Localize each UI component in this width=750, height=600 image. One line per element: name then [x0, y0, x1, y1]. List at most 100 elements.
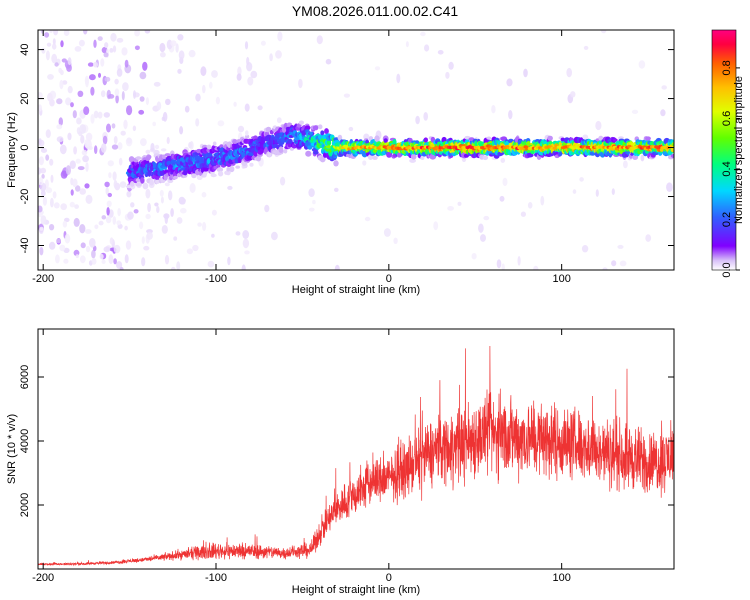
- spectrogram-cell: [49, 224, 55, 231]
- spectrogram-cell: [107, 160, 115, 167]
- spectrogram-cell: [145, 97, 149, 106]
- spectrogram-cell: [59, 79, 64, 90]
- y-tick-label: 4000: [19, 429, 31, 453]
- spectrogram-cell: [178, 50, 185, 60]
- spectrogram-cell: [45, 129, 51, 139]
- spectrogram-cell: [110, 32, 117, 42]
- spectrogram-cell: [149, 178, 154, 186]
- spectrogram-cell: [100, 143, 107, 153]
- spectrogram-cell: [56, 136, 64, 143]
- spectrogram-cell: [106, 200, 112, 207]
- spectrogram-cell: [81, 149, 88, 156]
- spectrogram-cell: [103, 246, 111, 253]
- spectrogram-cell: [396, 152, 402, 158]
- spectrogram-cell: [316, 35, 323, 45]
- spectrogram-cell: [166, 136, 170, 145]
- spectrogram-cell: [244, 250, 250, 255]
- spectrogram-cell: [74, 204, 79, 209]
- spectrogram-cell: [343, 93, 350, 98]
- spectrogram-cell: [117, 208, 121, 217]
- spectrogram-cell: [154, 144, 160, 150]
- spectrogram-cell: [39, 246, 44, 256]
- spectrogram-cell: [257, 105, 263, 111]
- spectrogram-cell: [67, 85, 73, 94]
- spectrogram-cell: [499, 195, 505, 202]
- spectrogram-cell: [298, 120, 304, 125]
- spectrogram-cell: [103, 52, 109, 58]
- spectrogram-cell: [52, 191, 57, 199]
- spectrogram-cell: [623, 160, 628, 169]
- spectrogram-cell: [115, 94, 119, 104]
- spectrogram-cell: [161, 154, 166, 159]
- spectrogram-cell: [119, 181, 127, 189]
- spectrogram-data: [38, 30, 674, 270]
- spectrogram-cell: [631, 109, 639, 114]
- spectrogram-cell: [61, 58, 67, 63]
- spectrogram-cell: [108, 209, 114, 218]
- spectrogram-cell: [69, 201, 75, 208]
- spectrogram-cell: [132, 125, 137, 132]
- spectrogram-cell: [491, 105, 496, 114]
- spectrogram-cell: [255, 155, 262, 162]
- spectrogram-cell: [159, 189, 164, 197]
- spectrogram-cell: [226, 167, 231, 172]
- spectrogram-cell: [116, 220, 122, 226]
- spectrogram-cell: [415, 115, 420, 125]
- spectrogram-cell: [430, 144, 435, 148]
- spectrogram-cell: [40, 190, 46, 197]
- spectrogram-cell: [362, 160, 367, 166]
- spectrogram-cell: [63, 30, 70, 36]
- spectrogram-cell: [312, 199, 316, 205]
- spectrogram-cell: [405, 41, 409, 48]
- spectrogram-cell: [195, 118, 200, 127]
- spectrogram-cell: [85, 245, 91, 253]
- spectrogram-cell: [135, 156, 142, 160]
- spectrogram-cell: [582, 134, 589, 140]
- spectrogram-cell: [44, 32, 50, 38]
- spectrogram-cell: [277, 31, 283, 42]
- spectrogram-cell: [289, 147, 294, 151]
- spectrogram-cell: [140, 138, 147, 147]
- spectrogram-cell: [112, 216, 117, 225]
- spectrogram-cell: [112, 45, 117, 53]
- spectrogram-cell: [287, 138, 293, 144]
- spectrogram-cell: [160, 196, 164, 204]
- spectrogram-cell: [156, 205, 160, 214]
- spectrogram-cell: [91, 258, 97, 265]
- spectrogram-cell: [56, 238, 61, 244]
- spectrogram-cell: [661, 85, 667, 90]
- spectrogram-cell: [632, 154, 639, 160]
- spectrogram-cell: [165, 98, 171, 106]
- spectrogram-cell: [144, 30, 151, 34]
- spectrogram-cell: [85, 132, 93, 142]
- spectrogram-cell: [244, 41, 249, 50]
- spectrogram-cell: [135, 178, 142, 182]
- spectrogram-cell: [40, 148, 48, 153]
- spectrogram-cell: [133, 209, 139, 214]
- spectrogram-cell: [501, 263, 505, 270]
- spectrogram-y-label: Frequency (Hz): [6, 112, 18, 188]
- spectrogram-cell: [98, 220, 104, 226]
- spectrogram-cell: [202, 171, 207, 178]
- spectrogram-cell: [508, 110, 513, 120]
- spectrogram-cell: [227, 185, 233, 190]
- spectrogram-cell: [595, 120, 602, 131]
- spectrogram-cell: [146, 231, 153, 240]
- spectrogram-cell: [87, 62, 94, 67]
- spectrogram-cell: [142, 182, 149, 190]
- spectrogram-cell: [309, 131, 313, 135]
- snr-series-line: [38, 345, 674, 567]
- x-tick-label: -100: [205, 572, 227, 584]
- spectrogram-cell: [90, 86, 95, 96]
- spectrogram-cell: [130, 202, 135, 208]
- spectrogram-cell: [103, 112, 111, 118]
- spectrogram-cell: [113, 244, 121, 254]
- spectrogram-cell: [506, 78, 513, 87]
- spectrogram-cell: [265, 126, 272, 133]
- spectrogram-cell: [619, 260, 627, 267]
- spectrogram-cell: [179, 126, 184, 135]
- spectrogram-cell: [45, 187, 53, 194]
- spectrogram-cell: [65, 165, 71, 176]
